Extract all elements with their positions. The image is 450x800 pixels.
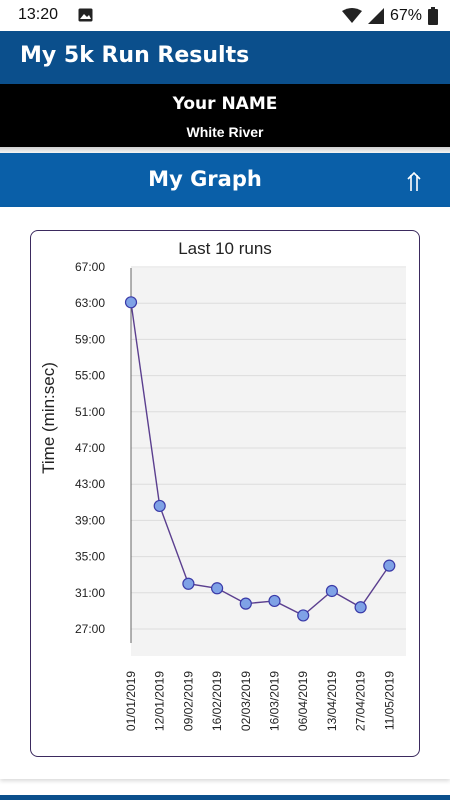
- app-title: My 5k Run Results: [20, 43, 250, 68]
- data-point: [325, 584, 338, 598]
- runner-club: White River: [186, 124, 264, 140]
- y-tick-label: 51:00: [75, 405, 105, 419]
- y-tick-label: 67:00: [75, 260, 105, 274]
- y-tick-label: 63:00: [75, 296, 105, 310]
- signal-icon: [367, 8, 384, 24]
- x-tick-label: 02/03/2019: [239, 671, 253, 731]
- x-tick-label: 01/01/2019: [124, 671, 138, 731]
- double-up-arrow-icon[interactable]: [404, 171, 424, 193]
- x-tick-label: 12/01/2019: [153, 671, 167, 731]
- y-tick-label: 31:00: [75, 586, 105, 600]
- y-tick-label: 43:00: [75, 477, 105, 491]
- graph-section-header[interactable]: My Graph: [0, 153, 450, 207]
- wifi-icon: [341, 8, 362, 23]
- divider: [0, 147, 450, 153]
- data-point: [268, 594, 281, 608]
- status-bar: 13:20 67%: [0, 0, 450, 31]
- series-line: [130, 302, 390, 617]
- line-chart: Last 10 runs Time (min:sec) 67:00 63:00 59…: [39, 239, 406, 731]
- data-point: [153, 499, 166, 513]
- runner-banner: Your NAME White River: [0, 84, 450, 147]
- data-point: [211, 582, 224, 595]
- battery-percent: 67%: [389, 7, 422, 24]
- graph-panel: Last 10 runs Time (min:sec) 67:00 63:00 59…: [0, 207, 450, 779]
- y-tick-label: 47:00: [75, 441, 105, 455]
- status-time: 13:20: [18, 6, 59, 23]
- x-tick-label: 27/04/2019: [354, 671, 368, 731]
- plot-area: 67:00 63:00 59:00 55:00 51:00 47:00 43:00 39:00…: [75, 260, 406, 731]
- x-tick-label: 06/04/2019: [296, 671, 310, 731]
- next-section-edge: [0, 795, 450, 800]
- x-tick-label: 13/04/2019: [325, 671, 339, 731]
- plot-background: [131, 268, 406, 656]
- chart-title: Last 10 runs: [178, 239, 272, 258]
- data-point: [124, 296, 138, 309]
- y-axis-label: Time (min:sec): [39, 362, 58, 474]
- x-tick-label: 11/05/2019: [382, 671, 396, 730]
- x-tick-label: 09/02/2019: [181, 671, 195, 731]
- y-tick-label: 59:00: [75, 332, 105, 346]
- image-icon: [78, 8, 93, 22]
- data-point: [297, 609, 310, 622]
- runner-name: Your NAME: [172, 94, 278, 114]
- y-tick-label: 27:00: [75, 622, 105, 636]
- chart-card: Last 10 runs Time (min:sec) 67:00 63:00 59…: [30, 230, 420, 757]
- data-point: [383, 559, 396, 572]
- x-tick-label: 16/02/2019: [210, 671, 224, 731]
- battery-icon: [428, 7, 438, 25]
- x-tick-label: 16/03/2019: [268, 671, 282, 731]
- data-point: [239, 597, 252, 610]
- data-point: [182, 577, 195, 590]
- section-title: My Graph: [148, 167, 262, 191]
- status-icons: 67%: [341, 4, 438, 28]
- data-point: [354, 601, 367, 614]
- y-tick-label: 55:00: [75, 369, 105, 383]
- y-tick-label: 35:00: [75, 550, 105, 564]
- app-bar: My 5k Run Results: [0, 31, 450, 84]
- y-tick-label: 39:00: [75, 513, 105, 527]
